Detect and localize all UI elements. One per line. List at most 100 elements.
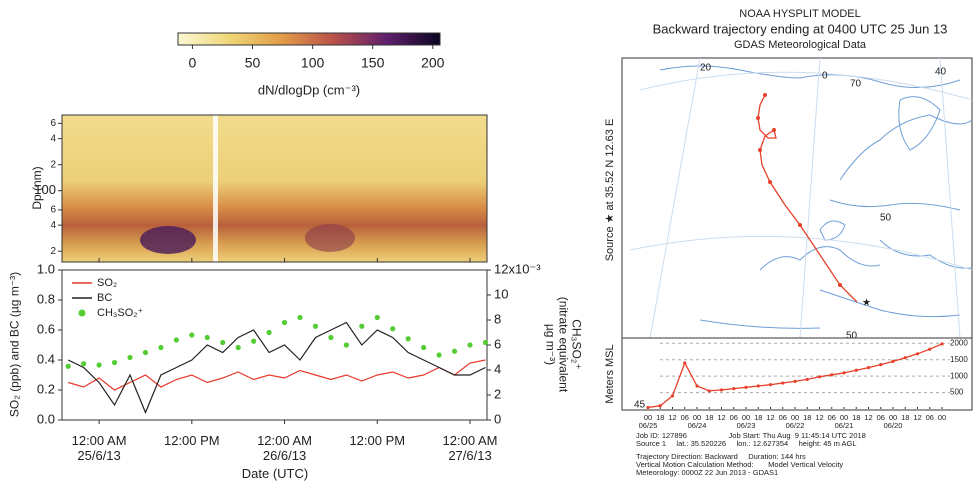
y-tick-label: 6 xyxy=(50,118,56,129)
map-label: 0 xyxy=(822,71,828,82)
height-marker xyxy=(842,371,846,375)
y-tick-label: 1500 xyxy=(950,355,968,364)
date-label: 06/24 xyxy=(688,421,707,430)
y2-tick-label: 0 xyxy=(494,411,501,426)
x-tick-label: 06 xyxy=(926,413,934,422)
marker xyxy=(204,334,210,341)
y-tick-label: 0.0 xyxy=(37,411,55,426)
x-axis-label: Date (UTC) xyxy=(241,466,309,481)
height-marker xyxy=(695,384,699,388)
source-label: Source ★ at 35.52 N 12.63 E xyxy=(604,119,616,262)
graticule xyxy=(629,57,973,339)
marker xyxy=(359,323,365,329)
marker xyxy=(220,339,226,346)
height-marker xyxy=(658,404,662,408)
date-label: 06/20 xyxy=(884,421,903,430)
height-marker xyxy=(646,405,650,410)
info-line: Source 1 lat.: 35.520226 lon.: 12.627354… xyxy=(636,439,857,448)
info-line: Vertical Motion Calculation Method: Mode… xyxy=(636,460,843,469)
map-label: 40 xyxy=(935,67,947,78)
height-marker xyxy=(928,347,932,351)
height-marker xyxy=(805,377,809,382)
x-tick-label: 12:00 AM 26/6/13 xyxy=(257,433,312,463)
height-marker xyxy=(915,352,920,356)
colorbar-tick-label: 200 xyxy=(421,55,445,71)
height-marker xyxy=(707,389,711,393)
title: NOAA HYSPLIT MODEL xyxy=(739,8,860,20)
legend-label: BC xyxy=(97,292,112,304)
y2-tick-label: 2 xyxy=(494,386,501,401)
legend-label: CH₃SO₂⁺ xyxy=(97,307,144,319)
info-line: Meteorology: 0000Z 22 Jun 2013 - GDAS1 xyxy=(636,468,778,477)
x-tick-label: 12 xyxy=(668,413,676,422)
marker xyxy=(451,348,458,354)
height-marker xyxy=(903,356,907,360)
x-tick-label: 00 xyxy=(938,413,946,422)
marker xyxy=(158,344,164,351)
marker xyxy=(343,342,349,348)
marker xyxy=(127,354,133,361)
x-tick-label: 00 xyxy=(693,413,701,422)
x-tick-label: 12 xyxy=(766,413,774,422)
x-tick-label: 06 xyxy=(877,413,885,422)
marker xyxy=(189,332,195,338)
x-tick-label: 18 xyxy=(705,413,713,422)
marker xyxy=(173,337,179,343)
colorbar xyxy=(177,32,441,46)
x-tick-label: 12 xyxy=(815,413,823,422)
x-tick-label: 06 xyxy=(681,413,689,422)
y2-tick-label: 10 xyxy=(494,286,508,301)
info-line: Trajectory Direction: Backward Duration:… xyxy=(636,452,806,461)
height-y-label: Meters MSL xyxy=(604,344,616,403)
colorbar-label: dN/dlogDp (cm⁻³) xyxy=(258,82,360,97)
x-tick-label: 18 xyxy=(852,413,860,422)
height-marker xyxy=(866,366,871,370)
data-source: GDAS Meteorological Data xyxy=(734,39,867,51)
start-height: 45 xyxy=(634,400,646,411)
marker xyxy=(111,359,118,366)
marker xyxy=(374,314,380,321)
marker xyxy=(328,334,334,341)
date-label: 06/21 xyxy=(835,421,854,430)
legend-label: SO₂ xyxy=(97,277,117,289)
legend-symbol xyxy=(78,309,86,317)
date-label: 06/23 xyxy=(737,421,756,430)
trajectory xyxy=(757,94,858,303)
x-tick-label: 12 xyxy=(864,413,872,422)
height-marker xyxy=(670,394,675,398)
y2-tick-label: 4 xyxy=(494,361,501,376)
y-tick-label: 100 xyxy=(34,182,56,197)
y-tick-label: 500 xyxy=(950,388,964,397)
height-marker xyxy=(756,384,760,388)
height-marker xyxy=(744,385,748,389)
heatmap-frame xyxy=(61,114,488,263)
marker xyxy=(96,362,102,368)
y-tick-label: 0.2 xyxy=(37,381,55,396)
map-label: 50 xyxy=(880,213,892,224)
y-tick-label: 2 xyxy=(50,159,56,170)
y2-tick-label: 12x10⁻³ xyxy=(494,261,541,276)
map-label: 50 xyxy=(846,331,858,342)
height-marker xyxy=(854,368,858,372)
x-tick-label: 00 xyxy=(791,413,799,422)
y-axis-label: SO₂ (ppb) and BC (µg m⁻³) xyxy=(7,271,22,418)
heatmap-blob xyxy=(305,224,355,252)
height-marker xyxy=(891,359,895,363)
y-tick-label: 1.0 xyxy=(37,261,55,276)
y-tick-label: 2000 xyxy=(950,338,968,347)
x-tick-label: 06 xyxy=(779,413,787,422)
coastlines xyxy=(659,65,973,329)
map-label: 70 xyxy=(850,79,862,90)
x-tick-label: 00 xyxy=(889,413,897,422)
heatmap-gap xyxy=(213,115,218,262)
x-tick-label: 18 xyxy=(656,413,664,422)
height-frame xyxy=(621,337,973,411)
y2-tick-label: 6 xyxy=(494,336,501,351)
marker xyxy=(142,349,149,356)
height-marker xyxy=(683,361,687,365)
marker xyxy=(421,344,427,351)
date-label: 06/25 xyxy=(639,421,658,430)
y2-axis-label: CH₃SO₂⁺ (nitrate equivalent µg m⁻³) xyxy=(543,296,584,393)
marker xyxy=(65,363,71,369)
